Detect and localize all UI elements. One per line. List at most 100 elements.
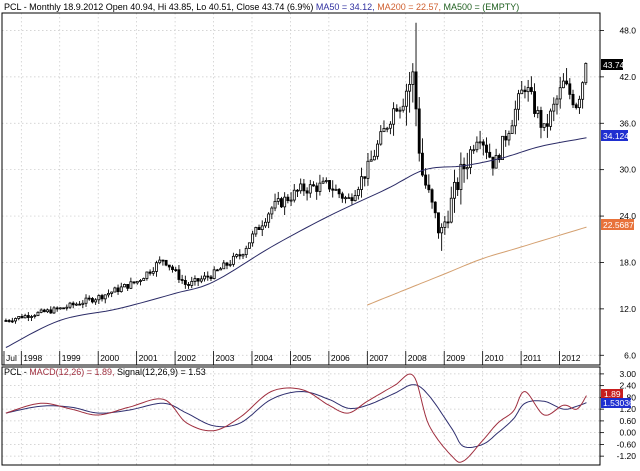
price-ytick-label: 36.0: [619, 118, 636, 128]
candle-body: [561, 80, 565, 89]
candle: [340, 191, 344, 203]
candle: [20, 314, 24, 319]
candle-body: [231, 255, 235, 265]
candle: [356, 186, 360, 200]
candle-body: [542, 123, 546, 128]
candle: [347, 193, 351, 200]
price-ytick-label: 42.0: [619, 72, 636, 82]
xtick-label: 2000: [100, 353, 119, 363]
candle: [177, 265, 181, 283]
candle: [577, 95, 581, 114]
candle-body: [142, 278, 146, 281]
header-ma200: MA200 = 22.57,: [375, 2, 441, 12]
candle: [14, 317, 17, 324]
candle-body: [10, 320, 14, 323]
macd-ytick-label: 1.20: [619, 404, 636, 414]
candle: [292, 184, 296, 203]
candle-body: [337, 188, 341, 195]
candle-body: [161, 259, 165, 262]
candle: [510, 119, 514, 134]
candle: [552, 97, 556, 122]
candle-body: [558, 87, 562, 100]
xtick-label: 1999: [62, 353, 81, 363]
price-tag-label: 43.74: [603, 60, 625, 70]
candle-body: [475, 141, 479, 151]
candle: [404, 83, 408, 126]
candle: [581, 81, 585, 109]
candle-body: [315, 185, 319, 192]
candle: [414, 22, 418, 127]
candle: [30, 314, 33, 322]
candle: [379, 125, 383, 146]
candle: [408, 71, 412, 113]
candle-body: [167, 264, 171, 268]
candle-body: [424, 174, 428, 186]
candle-body: [81, 302, 85, 305]
price-ytick-label: 48.0: [619, 25, 636, 35]
candle-body: [36, 311, 40, 316]
candle: [270, 206, 274, 220]
candle: [494, 148, 498, 169]
candle: [376, 140, 380, 160]
candle-body: [296, 189, 299, 192]
candle-body: [203, 275, 207, 280]
macd-ytick-label: -0.60: [617, 439, 637, 449]
candle-body: [107, 293, 110, 296]
candle-body: [472, 149, 476, 152]
price-tag: 43.74: [601, 59, 625, 70]
candle-body: [462, 163, 466, 170]
candle-body: [254, 227, 258, 235]
candle-body: [350, 197, 354, 202]
candle: [565, 68, 569, 86]
candle: [334, 184, 338, 191]
candle-body: [263, 221, 267, 227]
macd-ytick-label: -1.20: [617, 451, 637, 461]
candle-body: [552, 103, 556, 112]
candle: [478, 130, 482, 150]
candle: [129, 277, 133, 290]
price-ytick-label: 24.0: [619, 211, 636, 221]
candle-body: [328, 180, 331, 190]
candle-body: [244, 247, 248, 256]
candle-body: [344, 197, 347, 200]
candle-body: [135, 280, 139, 284]
candle: [401, 98, 405, 113]
xtick-label: 2002: [177, 353, 196, 363]
header-ma50: MA50 = 34.12,: [316, 2, 375, 12]
candle: [289, 192, 293, 206]
candle-body: [78, 303, 82, 306]
candle-body: [164, 259, 168, 266]
candle: [462, 157, 466, 183]
header-ticker: PCL: [4, 2, 22, 12]
candle-body: [126, 284, 130, 289]
candle-body: [145, 271, 149, 279]
candle: [251, 230, 255, 247]
candle-body: [251, 233, 255, 244]
candle-body: [7, 320, 11, 322]
candle: [430, 188, 434, 209]
candle-body: [411, 71, 415, 85]
candle: [555, 95, 559, 115]
candle: [561, 73, 565, 89]
candle: [523, 85, 527, 99]
candle-body: [581, 82, 585, 100]
candle: [58, 307, 62, 310]
candle-body: [331, 188, 335, 191]
candle: [263, 218, 267, 229]
candle: [388, 121, 392, 135]
candle-body: [523, 89, 527, 93]
candle-body: [199, 278, 203, 282]
macd-line: [5, 373, 587, 463]
candle-body: [555, 98, 559, 105]
candle: [337, 187, 341, 199]
candle: [350, 193, 354, 205]
candle: [62, 307, 66, 310]
macd-ytick-label: 1.80: [619, 392, 636, 402]
candle: [171, 264, 174, 273]
candle: [440, 223, 444, 251]
macd-ytick-label: 0.00: [619, 428, 636, 438]
candle-body: [148, 271, 152, 274]
candle: [219, 267, 223, 271]
candle-body: [430, 189, 434, 203]
